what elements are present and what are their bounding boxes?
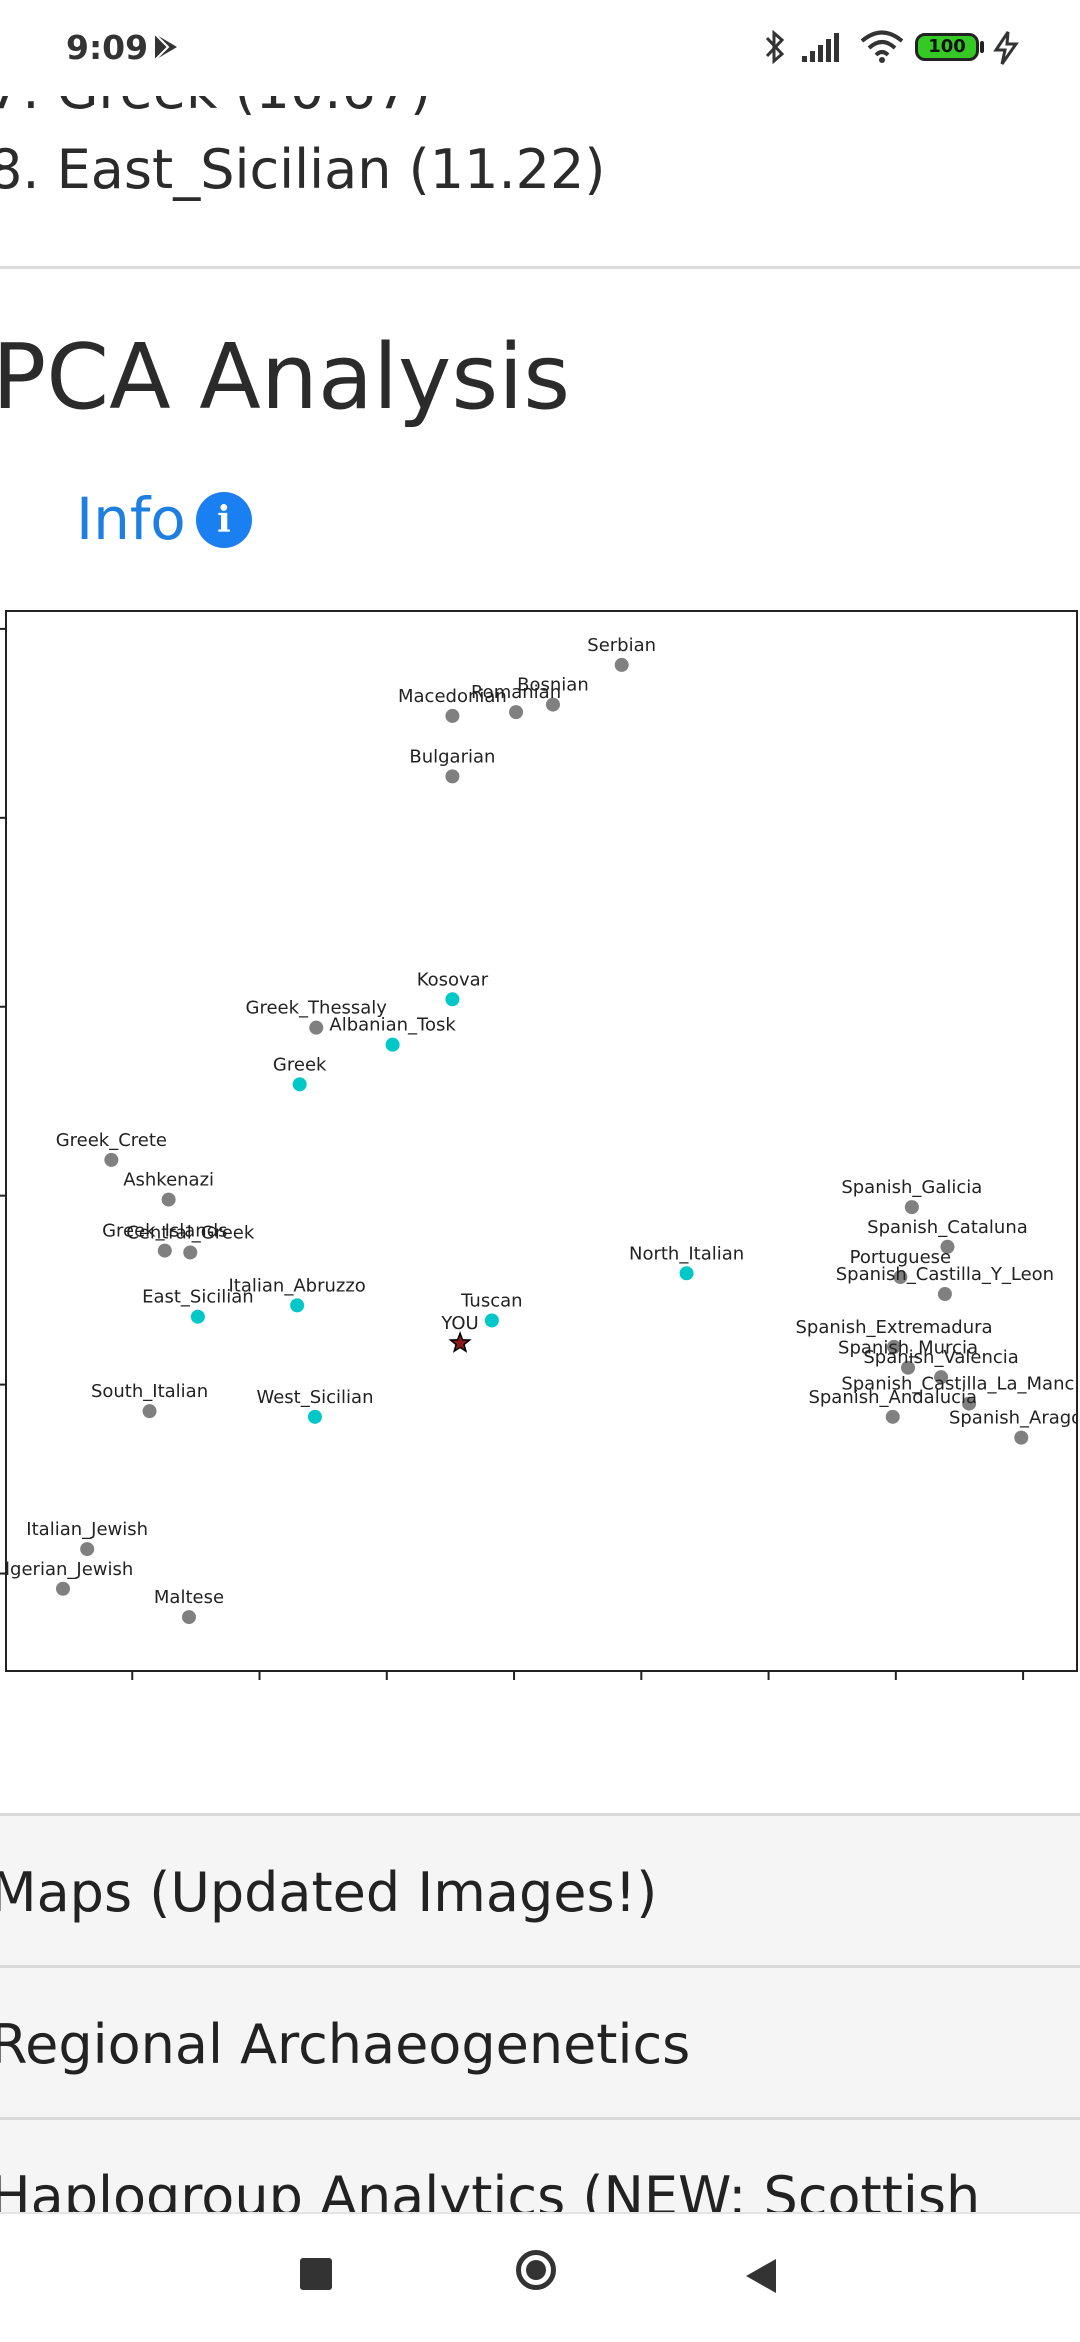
point-label: Greek_Islands xyxy=(102,1221,227,1242)
home-icon xyxy=(526,2260,546,2280)
point-label: East_Sicilian xyxy=(142,1287,254,1308)
point-label: North_Italian xyxy=(629,1243,744,1264)
scatter-point xyxy=(1014,1430,1029,1445)
point-label: Spanish_Galicia xyxy=(841,1177,982,1198)
scatter-point-you xyxy=(448,1331,472,1353)
bluetooth-icon xyxy=(765,29,785,65)
scatter-point xyxy=(183,1245,198,1260)
scatter-point xyxy=(679,1266,694,1281)
point-label: Romanian xyxy=(471,682,561,703)
wifi-icon xyxy=(860,30,904,63)
scatter-point xyxy=(614,657,629,672)
scatter-point xyxy=(161,1192,176,1207)
point-label: Central_Greek xyxy=(126,1222,255,1243)
point-label: Algerian_Jewish xyxy=(7,1559,133,1580)
scatter-point xyxy=(190,1309,205,1324)
scatter-point xyxy=(509,705,524,720)
page-title: PCA Analysis xyxy=(0,325,571,430)
point-label: Spanish_Castilla_Y_Leon xyxy=(836,1264,1054,1285)
scatter-point xyxy=(142,1404,157,1419)
point-label: Tuscan xyxy=(460,1290,522,1311)
accordion-maps[interactable]: Maps (Updated Images!) xyxy=(0,1813,1080,1968)
scatter-point xyxy=(181,1610,196,1625)
accordion-haplogroup-analytics[interactable]: Haplogroup Analytics (NEW: Scottish xyxy=(0,2117,1080,2215)
point-label: Greek_Crete xyxy=(56,1130,167,1151)
point-label: YOU xyxy=(440,1313,478,1334)
scatter-point xyxy=(307,1409,322,1424)
scatter-point xyxy=(901,1360,916,1375)
scatter-point xyxy=(893,1270,908,1285)
point-label: Albanian_Tosk xyxy=(329,1015,456,1036)
scatter-point xyxy=(445,708,460,723)
point-label: Macedonian xyxy=(398,686,507,707)
scatter-point xyxy=(80,1542,95,1557)
scatter-point xyxy=(904,1200,919,1215)
scatter-point xyxy=(934,1370,949,1385)
scatter-point xyxy=(309,1020,324,1035)
charging-icon xyxy=(993,31,1019,65)
accordion-label: Haplogroup Analytics (NEW: Scottish xyxy=(0,2165,981,2215)
point-label: West_Sicilian xyxy=(256,1387,373,1408)
scatter-point xyxy=(292,1077,307,1092)
status-time: 9:09 xyxy=(66,28,149,67)
point-label: Kosovar xyxy=(417,969,489,990)
point-label: Greek xyxy=(273,1054,327,1075)
point-label: Greek_Thessaly xyxy=(246,998,388,1019)
home-button[interactable] xyxy=(516,2250,556,2290)
point-label: Spanish_Murcia xyxy=(838,1338,978,1359)
point-label: Spanish_Aragon xyxy=(949,1408,1076,1429)
axis-ticks xyxy=(0,627,1025,1680)
back-button[interactable] xyxy=(743,2256,779,2296)
signal-icon xyxy=(802,33,839,62)
info-link[interactable]: Info xyxy=(76,485,186,553)
divider xyxy=(0,266,1080,269)
point-label: Bulgarian xyxy=(409,746,495,767)
scatter-point xyxy=(937,1287,952,1302)
scatter-point xyxy=(940,1239,955,1254)
accordion-regional-archaeogenetics[interactable]: Regional Archaeogenetics xyxy=(0,1965,1080,2120)
point-label: Maltese xyxy=(154,1587,224,1608)
scatter-point xyxy=(484,1313,499,1328)
pca-plot: Serbian Bosnian Romanian Macedonian Bulgaria… xyxy=(5,610,1078,1672)
battery-tip xyxy=(980,41,984,53)
point-label: Spanish_Cataluna xyxy=(867,1217,1028,1238)
scatter-point xyxy=(887,1339,902,1354)
point-label: Italian_Abruzzo xyxy=(229,1275,366,1296)
battery-indicator: 100 xyxy=(915,33,979,61)
point-label: Ashkenazi xyxy=(123,1170,214,1191)
play-store-icon xyxy=(154,33,177,61)
scatter-point xyxy=(962,1396,977,1411)
scatter-point xyxy=(104,1152,119,1167)
scatter-point xyxy=(885,1409,900,1424)
point-label: Portuguese xyxy=(850,1247,951,1268)
scatter-point xyxy=(290,1298,305,1313)
point-label: Bosnian xyxy=(517,675,589,696)
scatter-point xyxy=(55,1581,70,1596)
result-line-8: 8. East_Sicilian (11.22) xyxy=(0,138,606,201)
scatter-point xyxy=(445,992,460,1007)
info-icon[interactable]: i xyxy=(196,492,252,548)
accordion-label: Maps (Updated Images!) xyxy=(0,1861,658,1924)
point-label: Spanish_Andalucia xyxy=(808,1387,977,1408)
point-label: Serbian xyxy=(587,635,656,656)
scatter-point xyxy=(157,1243,172,1258)
status-bar: 9:09 100 xyxy=(0,0,1080,96)
scatter-point xyxy=(385,1037,400,1052)
accordion-label: Regional Archaeogenetics xyxy=(0,2013,691,2076)
point-label: Spanish_Castilla_La_Mancha xyxy=(841,1374,1076,1395)
point-label: Spanish_Valencia xyxy=(863,1347,1018,1368)
point-label: Spanish_Extremadura xyxy=(795,1317,992,1338)
point-label: Italian_Jewish xyxy=(26,1519,148,1540)
point-label: South_Italian xyxy=(91,1381,208,1402)
scatter-point xyxy=(445,769,460,784)
scatter-point xyxy=(545,697,560,712)
recents-button[interactable] xyxy=(300,2258,332,2290)
